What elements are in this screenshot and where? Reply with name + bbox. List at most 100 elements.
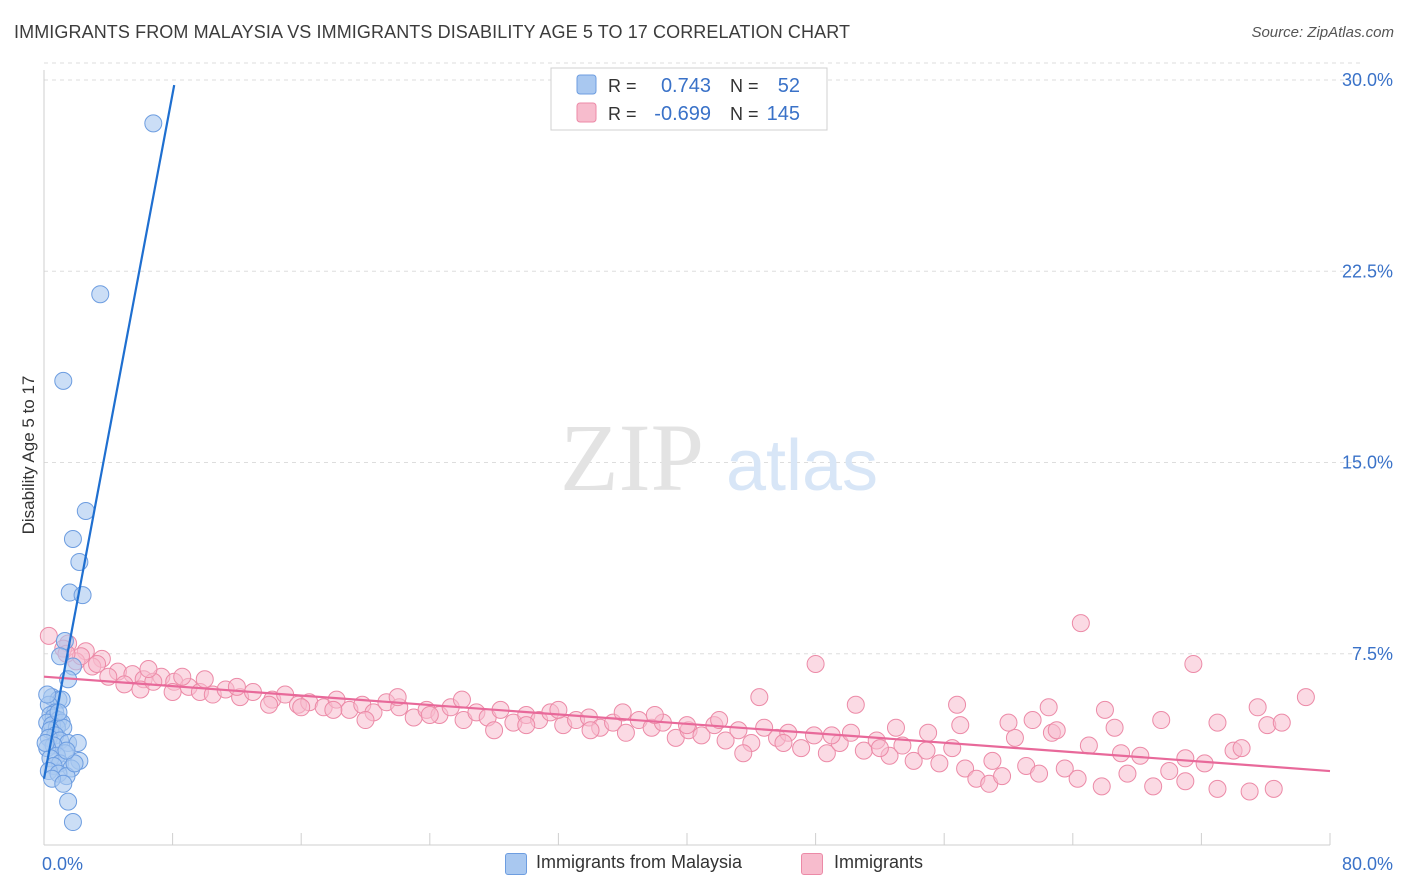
point-malaysia-1 [91,285,110,304]
tick-labels: 7.5% 15.0% 22.5% 30.0% 0.0% 80.0% [42,70,1393,874]
point-immigrants-105 [750,688,769,707]
chart-source: Source: ZipAtlas.com [1251,24,1394,41]
watermark-atlas: atlas [726,426,878,506]
stats-box-frame [550,67,828,131]
y-tick-label-0: 7.5% [1352,644,1393,664]
point-immigrants-98 [1240,782,1259,801]
point-immigrants-58 [716,731,735,750]
watermark: ZIP atlas [560,404,878,511]
legend-label-immigrants: Immigrants [834,852,924,872]
point-immigrants-101 [1296,688,1315,707]
point-immigrants-86 [1068,769,1087,788]
point-immigrants-0 [39,626,58,645]
stats-r-label-blue: R = [608,76,637,96]
point-immigrants-106 [846,695,865,714]
point-immigrants-118 [613,703,632,722]
point-immigrants-140 [774,734,793,752]
point-immigrants-114 [1248,698,1267,717]
point-immigrants-149 [1264,779,1283,798]
point-immigrants-68 [841,723,860,742]
point-immigrants-65 [804,726,823,745]
point-immigrants-122 [485,721,504,740]
point-malaysia-4 [63,530,82,548]
point-immigrants-131 [195,670,214,689]
point-immigrants-108 [999,713,1018,732]
point-immigrants-90 [1118,764,1137,783]
point-immigrants-16 [173,667,192,686]
point-immigrants-104 [806,654,825,673]
point-immigrants-109 [1023,711,1042,730]
stats-n-label-blue: N = [730,76,759,96]
point-immigrants-73 [904,751,923,770]
point-immigrants-115 [710,711,729,730]
point-immigrants-100 [1272,713,1291,732]
point-immigrants-143 [919,723,938,742]
point-immigrants-96 [1208,779,1227,798]
point-immigrants-61 [755,718,774,737]
point-immigrants-59 [729,721,748,740]
point-immigrants-119 [581,721,600,740]
point-immigrants-74 [917,741,936,760]
stats-swatch-blue [576,74,597,95]
point-malaysia-50 [57,741,76,760]
x-tick-label-1: 80.0% [1342,854,1393,874]
point-immigrants-77 [956,759,975,778]
point-immigrants-88 [1092,777,1111,796]
point-immigrants-145 [1047,721,1066,740]
point-immigrants-81 [1005,728,1024,747]
point-immigrants-121 [517,716,536,735]
point-immigrants-66 [817,744,836,763]
stats-n-value-blue: 52 [778,75,800,97]
point-immigrants-95 [1195,754,1214,773]
y-tick-label-2: 22.5% [1342,261,1393,281]
point-immigrants-102 [1071,614,1090,633]
trendline-immigrants [43,675,1331,773]
stats-r-value-blue: 0.743 [661,75,711,97]
point-immigrants-85 [1055,759,1074,778]
stats-r-label-pink: R = [608,104,637,124]
point-malaysia-3 [76,501,95,520]
point-immigrants-94 [1176,772,1195,791]
point-malaysia-44 [54,774,73,793]
series-malaysia-points [36,114,163,832]
point-immigrants-75 [930,754,949,773]
point-immigrants-89 [1105,718,1124,737]
point-immigrants-117 [645,705,664,724]
point-immigrants-137 [951,716,970,735]
point-immigrants-144 [983,751,1002,770]
point-immigrants-127 [324,700,343,719]
point-malaysia-9 [51,647,70,666]
point-immigrants-13 [115,675,134,694]
y-tick-label-3: 30.0% [1342,70,1393,90]
gridlines [44,62,1360,655]
watermark-zip: ZIP [560,404,704,511]
point-immigrants-87 [1079,736,1098,755]
point-malaysia-46 [63,813,82,832]
x-tick-label-0: 0.0% [42,854,83,874]
point-immigrants-124 [420,705,439,724]
point-immigrants-138 [886,718,905,737]
point-immigrants-93 [1160,762,1179,781]
stats-swatch-pink [576,102,597,123]
point-immigrants-83 [1030,764,1049,783]
point-immigrants-141 [734,744,753,763]
point-immigrants-147 [1176,749,1195,768]
stats-r-value-pink: -0.699 [654,103,711,125]
legend-swatch-immigrants [801,853,823,875]
point-malaysia-49 [65,754,84,773]
point-immigrants-130 [227,677,246,696]
point-malaysia-45 [59,792,78,811]
point-immigrants-50 [616,723,635,742]
point-malaysia-47 [38,685,57,704]
point-immigrants-92 [1144,777,1163,796]
point-immigrants-142 [870,739,889,758]
point-immigrants-132 [163,683,182,701]
y-axis-label: Disability Age 5 to 17 [19,376,38,535]
stats-box: R = 0.743 N = 52 R = -0.699 N = 145 [550,67,828,131]
series-immigrants-points [39,614,1315,801]
point-immigrants-129 [260,695,279,714]
point-immigrants-123 [452,690,471,709]
legend-swatch-malaysia [505,853,527,875]
trendlines [42,84,1331,779]
